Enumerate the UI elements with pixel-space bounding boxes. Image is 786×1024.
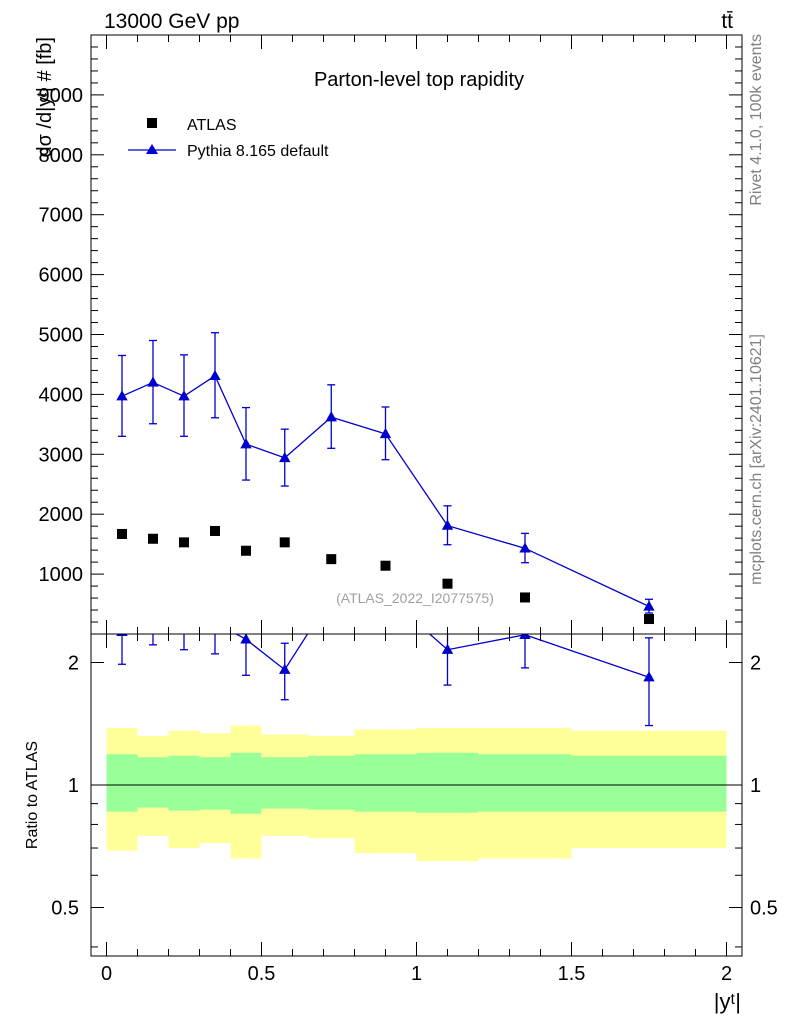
ratio-band-inner xyxy=(478,754,572,812)
chart-title: Parton-level top rapidity xyxy=(314,69,524,91)
ratio-point xyxy=(441,643,454,654)
ratio-point xyxy=(147,607,158,617)
ratio-band-inner xyxy=(416,752,479,813)
main-y-tick-label: 7000 xyxy=(39,205,84,227)
main-y-tick-label: 1000 xyxy=(39,564,84,586)
ratio-band-inner xyxy=(137,757,169,808)
pythia-point xyxy=(178,390,190,401)
ratio-y-tick-label: 2 xyxy=(68,653,79,675)
ratio-point xyxy=(209,616,220,626)
analysis-label: (ATLAS_2022_I2077575) xyxy=(336,590,494,606)
axes: 1000 2000 3000 4000 5000 6000 7000 8000 9000 0 0.5… xyxy=(39,34,778,985)
legend-marker-pythia xyxy=(146,144,158,154)
header-right: tt̄ xyxy=(721,10,733,33)
main-series xyxy=(116,332,655,625)
pythia-point xyxy=(116,390,128,401)
ratio-y-axis-label: Ratio to ATLAS xyxy=(24,741,41,849)
atlas-point xyxy=(210,525,220,536)
main-y-tick-label: 2000 xyxy=(39,504,84,526)
main-y-tick-label: 4000 xyxy=(39,384,84,406)
main-y-tick-label: 8000 xyxy=(39,145,84,167)
pythia-point xyxy=(240,438,252,449)
ratio-bands xyxy=(91,725,742,862)
ratio-band-inner xyxy=(354,754,417,812)
x-tick-label: 0.5 xyxy=(248,963,276,985)
main-y-tick-label: 9000 xyxy=(39,85,84,107)
x-tick-label: 1 xyxy=(411,963,422,985)
ratio-y-tick-label-right: 0.5 xyxy=(750,897,778,919)
pythia-point xyxy=(519,542,531,553)
pythia-point xyxy=(643,600,655,611)
ratio-point xyxy=(519,634,531,639)
ratio-point xyxy=(279,663,291,674)
ratio-point xyxy=(178,611,189,621)
ratio-band-inner xyxy=(168,755,200,811)
side-label-bottom: mcplots.cern.ch [arXiv:2401.10621] xyxy=(748,334,765,585)
ratio-y-tick-label-right: 1 xyxy=(750,775,761,797)
atlas-point xyxy=(380,560,391,571)
ratio-band-inner xyxy=(199,757,231,810)
x-tick-label: 0 xyxy=(101,963,112,985)
atlas-point xyxy=(520,592,530,603)
ratio-y-tick-label-right: 2 xyxy=(750,653,761,675)
pythia-point xyxy=(441,519,454,530)
ratio-band-inner xyxy=(571,755,727,812)
atlas-point xyxy=(279,537,290,548)
ratio-band-inner xyxy=(308,755,355,810)
main-y-tick-label: 5000 xyxy=(39,325,84,347)
ratio-y-tick-label: 0.5 xyxy=(51,897,79,919)
legend-marker-atlas xyxy=(147,118,157,128)
header-left: 13000 GeV pp xyxy=(104,10,239,33)
pythia-point xyxy=(325,411,337,422)
ratio-band-inner xyxy=(230,752,262,814)
ratio-point xyxy=(643,671,655,682)
x-axis-label: |yᵗ| xyxy=(714,989,741,1014)
legend-label-pythia: Pythia 8.165 default xyxy=(187,143,329,160)
atlas-point xyxy=(644,614,654,625)
x-tick-label: 1.5 xyxy=(558,963,586,985)
pythia-point xyxy=(279,451,291,463)
main-y-axis-label: dσ /d|yᵗ| # [fb] xyxy=(34,37,56,158)
pythia-point xyxy=(147,376,159,387)
side-label-top: Rivet 4.1.0, 100k events xyxy=(748,34,765,206)
ratio-band-inner xyxy=(261,757,308,809)
legend: ATLAS Pythia 8.165 default xyxy=(128,117,329,160)
atlas-point xyxy=(241,545,251,556)
atlas-point xyxy=(442,578,453,589)
atlas-point xyxy=(179,537,189,548)
main-y-tick-label: 6000 xyxy=(39,265,84,287)
atlas-point xyxy=(326,554,337,565)
ratio-series xyxy=(116,607,655,727)
atlas-point xyxy=(117,528,127,539)
ratio-y-tick-label: 1 xyxy=(68,775,79,797)
pythia-point xyxy=(379,427,392,439)
atlas-point xyxy=(148,533,158,544)
legend-label-atlas: ATLAS xyxy=(187,117,237,134)
x-tick-label: 2 xyxy=(721,963,732,985)
main-y-tick-label: 3000 xyxy=(39,444,84,466)
ratio-point xyxy=(240,634,252,644)
pythia-point xyxy=(209,369,221,381)
ratio-band-inner xyxy=(106,754,138,812)
